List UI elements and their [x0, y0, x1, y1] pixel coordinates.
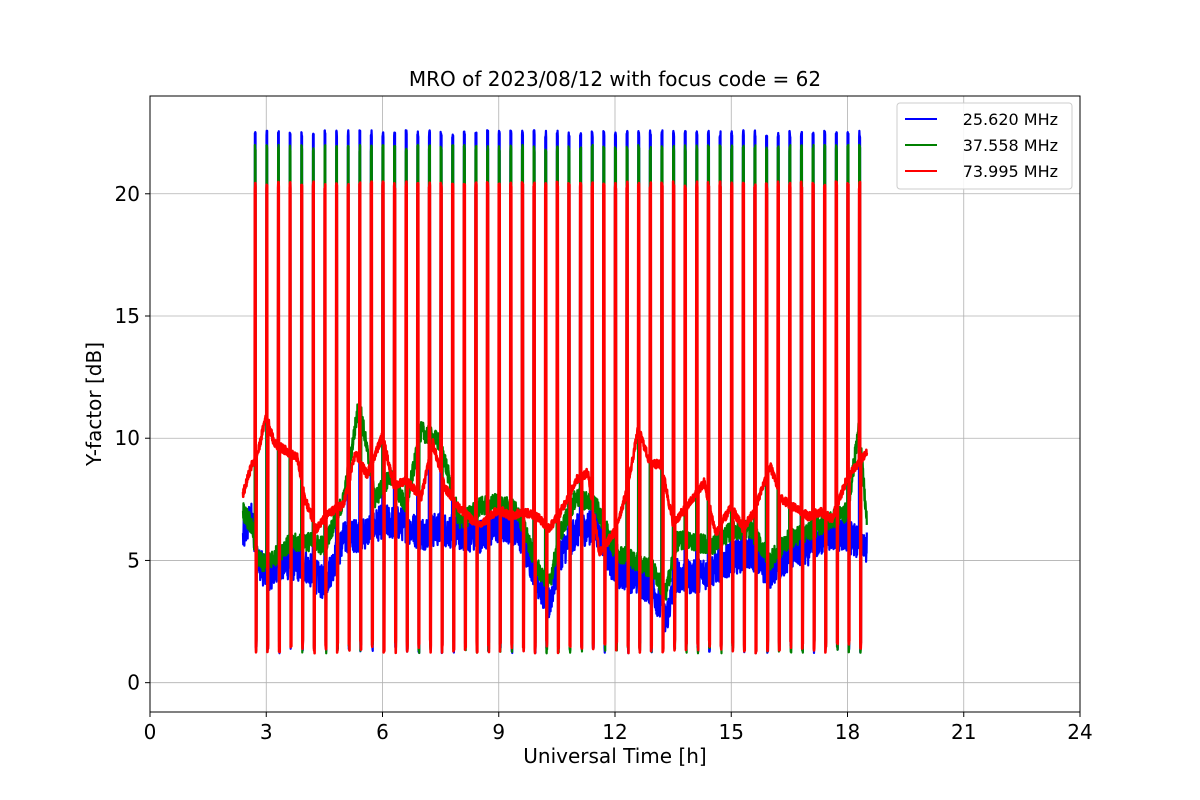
chart-title: MRO of 2023/08/12 with focus code = 62: [409, 67, 821, 91]
x-tick-label: 3: [260, 720, 273, 744]
plot-area: [241, 129, 869, 655]
ticks: 0 3 6 9 12 15 18 21 24 0 5 10 15 20: [115, 182, 1093, 744]
x-tick-label: 24: [1067, 720, 1092, 744]
y-tick-label: 0: [127, 671, 140, 695]
x-axis-label: Universal Time [h]: [523, 744, 706, 768]
x-tick-label: 15: [719, 720, 744, 744]
x-tick-label: 12: [602, 720, 627, 744]
x-tick-label: 0: [144, 720, 157, 744]
legend-label: 73.995 MHz: [963, 162, 1058, 181]
legend-label: 37.558 MHz: [963, 136, 1058, 155]
y-tick-label: 10: [115, 426, 140, 450]
legend-box: [896, 102, 1073, 190]
legend: 25.620 MHz 37.558 MHz 73.995 MHz: [896, 102, 1073, 190]
x-tick-label: 9: [492, 720, 505, 744]
legend-label: 25.620 MHz: [963, 110, 1058, 129]
y-tick-label: 20: [115, 182, 140, 206]
y-axis-label: Y-factor [dB]: [82, 342, 106, 467]
x-tick-label: 6: [376, 720, 389, 744]
series-line-73-995-mhz: [241, 180, 869, 655]
y-tick-label: 15: [115, 304, 140, 328]
x-tick-label: 18: [835, 720, 860, 744]
x-tick-label: 21: [951, 720, 976, 744]
series-line-25-620-mhz: [241, 129, 868, 655]
y-tick-label: 5: [127, 548, 140, 572]
